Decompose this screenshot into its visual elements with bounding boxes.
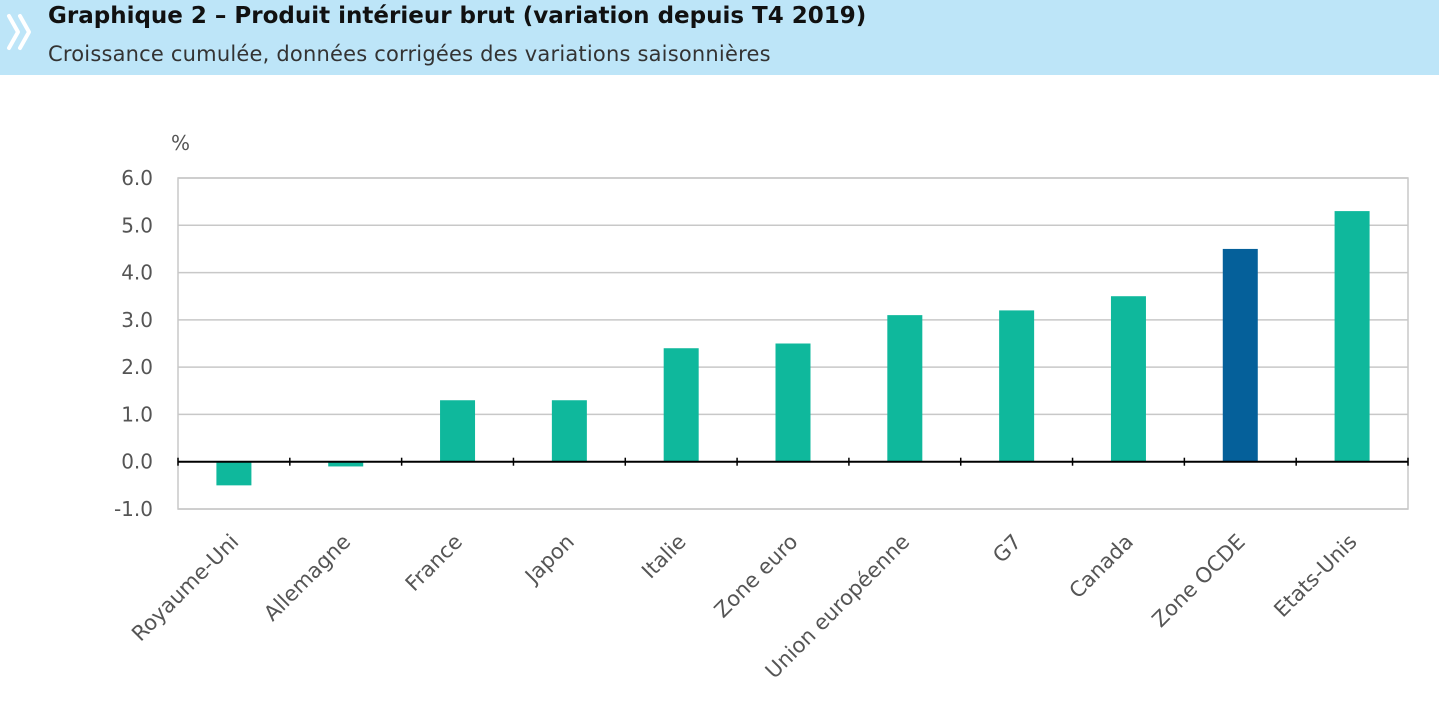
y-tick-label: 4.0 [121,261,153,285]
x-tick-label: Etats-Unis [1269,530,1361,622]
bar-zone-euro [775,343,811,462]
x-tick-label: Zone OCDE [1147,530,1249,632]
bar-japon [551,400,587,462]
axis-labels: 6.0 5.0 4.0 3.0 2.0 1.0 0.0 -1.0 Royaume-Uni Alle… [114,166,1362,683]
bar-allemagne [328,461,364,467]
bar-france [440,400,476,462]
y-tick-label: 3.0 [121,308,153,332]
bar-zone-ocde [1222,248,1258,462]
bar-etats-unis [1334,211,1370,462]
grid-lines [177,177,1409,510]
x-tick-label: Italie [637,530,691,584]
y-tick-label: 6.0 [121,166,153,190]
bar-italie [663,348,699,462]
bar-canada [1110,296,1146,462]
x-tick-label: Allemagne [259,530,355,626]
y-tick-label: 1.0 [121,402,153,426]
bar-union-europ-enne [887,315,923,462]
y-tick-label: 2.0 [121,355,153,379]
double-chevron-icon [7,14,31,50]
y-unit-label: % [171,131,190,155]
chart-header: Graphique 2 – Produit intérieur brut (va… [0,0,1439,75]
bars [216,211,1370,486]
chart-title: Graphique 2 – Produit intérieur brut (va… [48,3,867,29]
bar-chart: % 6.0 5.0 4.0 3.0 2.0 1.0 0.0 -1.0 Royaume-Uni Al… [114,131,1409,683]
x-tick-label: France [401,530,467,596]
x-tick-label: Zone euro [710,530,803,623]
y-tick-label: -1.0 [114,497,153,521]
x-tick-label: Japon [519,530,579,590]
bar-royaume-uni [216,461,252,486]
y-tick-label: 5.0 [121,213,153,237]
bar-g7 [999,310,1035,462]
x-tick-label: G7 [988,530,1026,568]
axes [177,457,1409,466]
chart-subtitle: Croissance cumulée, données corrigées de… [48,42,771,66]
x-tick-label: Royaume-Uni [127,530,243,646]
x-tick-label: Canada [1065,530,1138,603]
y-tick-label: 0.0 [121,450,153,474]
